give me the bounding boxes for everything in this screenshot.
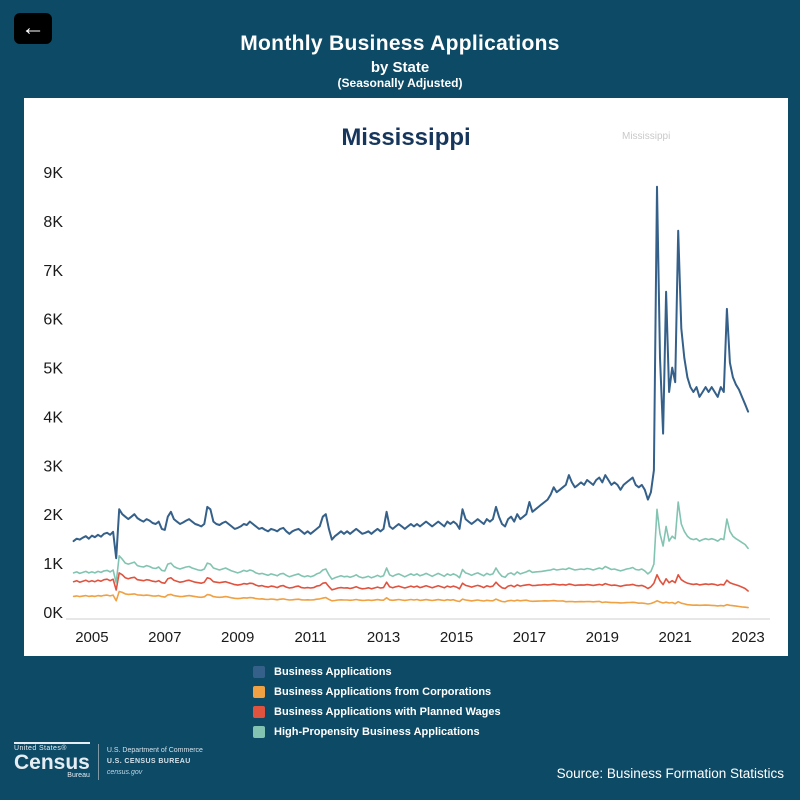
census-dept-block: U.S. Department of Commerce U.S. CENSUS … [107,742,203,779]
state-title: Mississippi [341,124,471,151]
y-axis-tick-label: 6K [43,312,63,329]
y-axis-tick-label: 5K [43,361,63,378]
x-axis-tick-label: 2017 [513,629,546,646]
x-axis-tick-label: 2011 [294,629,326,646]
page-subtitle: by State [370,59,430,76]
seasonal-adjustment-note: (Seasonally Adjusted) [337,76,463,90]
series-line-3 [72,501,749,584]
x-axis-tick-label: 2021 [659,629,692,646]
y-axis-tick-label: 7K [43,263,63,280]
series-line-0 [72,185,750,560]
x-axis-tick-label: 2009 [221,629,254,646]
x-axis-tick-label: 2013 [367,629,400,646]
source-attribution: Source: Business Formation Statistics [556,766,784,781]
legend-swatch [253,686,265,698]
legend-label: Business Applications from Corporations [274,686,492,698]
x-axis-tick-label: 2015 [440,629,473,646]
legend-item[interactable]: Business Applications [253,666,501,678]
legend-swatch [253,706,265,718]
legend-label: High-Propensity Business Applications [274,726,480,738]
legend-label: Business Applications [274,666,392,678]
dept-bureau-text: U.S. CENSUS BUREAU [106,758,191,766]
series-line-2 [72,572,749,592]
census-logo: United States® Census Bureau U.S. Depart… [14,742,203,780]
x-axis-tick-label: 2005 [75,629,108,646]
chart-svg[interactable]: 0K 1K 2K 3K 4K 5K 6K 7K 8K 9K 2005 2007 2009 2011 2013… [28,158,784,652]
x-axis-tick-label: 2023 [731,629,764,646]
y-axis-tick-label: 0K [43,605,63,622]
chart-panel: Mississippi Mississippi 0K 1K 2K 3K 4K 5K 6K 7K… [24,98,788,656]
y-axis-tick-label: 8K [43,214,63,231]
y-axis-tick-label: 3K [43,458,63,475]
faint-state-label: Mississippi [622,131,671,142]
legend-item[interactable]: High-Propensity Business Applications [253,726,501,738]
y-axis-tick-label: 1K [43,556,63,573]
legend-swatch [253,666,265,678]
x-axis-tick-label: 2019 [586,629,619,646]
legend-label: Business Applications with Planned Wages [274,706,501,718]
logo-united-states-text: United States® [14,745,67,752]
series-line-1 [72,590,749,609]
census-gov-link[interactable]: census.gov [106,769,143,777]
logo-census-text: Census [14,751,90,774]
app-header: ← Monthly Business Applications by State… [0,0,800,98]
page-title: Monthly Business Applications [240,32,560,55]
legend-item[interactable]: Business Applications from Corporations [253,686,501,698]
logo-bureau-text: Bureau [67,772,90,779]
back-arrow-icon: ← [21,14,45,41]
x-axis-tick-label: 2007 [148,629,181,646]
y-axis-tick-label: 2K [43,507,63,524]
census-logo-wordmark: United States® Census Bureau [14,742,90,779]
logo-divider [97,744,99,780]
dept-commerce-text: U.S. Department of Commerce [106,747,203,754]
legend-swatch [253,726,265,738]
legend-item[interactable]: Business Applications with Planned Wages [253,706,501,718]
back-button[interactable]: ← [14,13,52,44]
chart-area: 0K 1K 2K 3K 4K 5K 6K 7K 8K 9K 2005 2007 2009 2011 2013… [28,158,784,657]
legend: Business Applications Business Applicatio… [253,666,501,746]
y-axis-tick-label: 9K [43,165,63,182]
y-axis-tick-label: 4K [43,409,63,426]
